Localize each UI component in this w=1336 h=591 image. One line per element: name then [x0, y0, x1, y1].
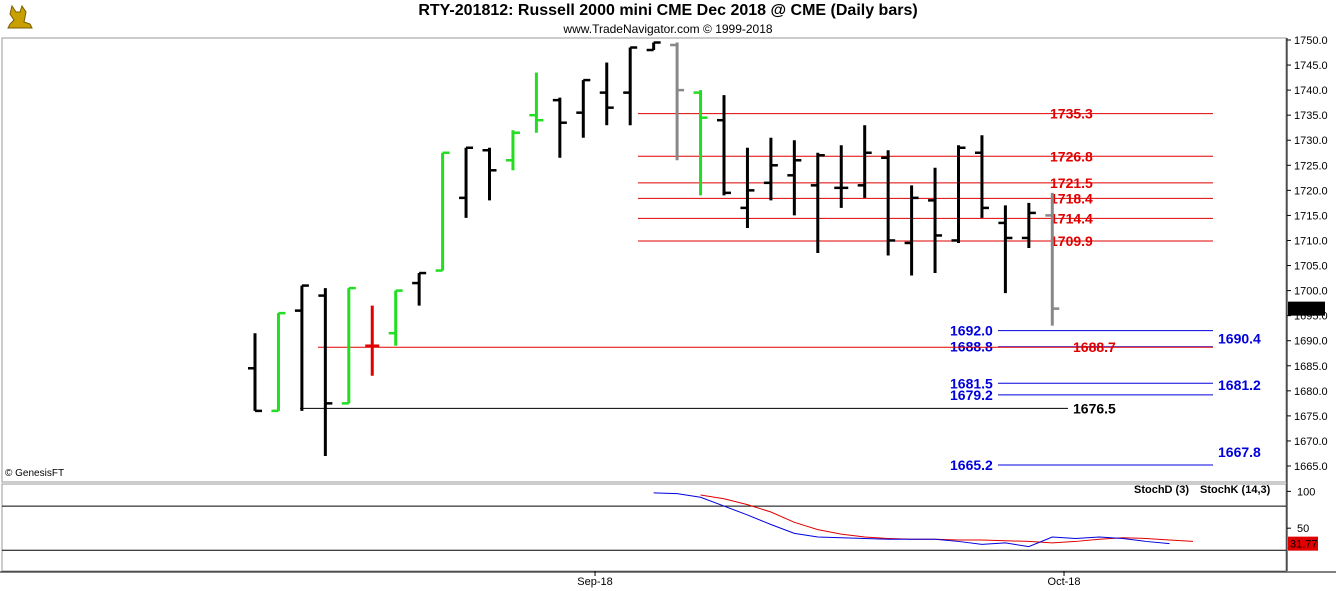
y-tick-label: 1685.0 [1294, 361, 1328, 373]
level-label: 1718.4 [1050, 190, 1093, 206]
y-tick-label: 1745.0 [1294, 60, 1328, 72]
x-tick-label: Oct-18 [1048, 576, 1081, 588]
y-tick-label: 1735.0 [1294, 110, 1328, 122]
stoch-series-line [653, 492, 1170, 548]
stoch-series-line [700, 494, 1194, 544]
stoch-legend-entry: StochK (14,3) [1200, 484, 1271, 496]
level-label: 1688.7 [1073, 339, 1116, 355]
level-label: 1679.2 [950, 387, 993, 403]
y-tick-label: 1750.0 [1294, 35, 1328, 47]
stoch-y-tick-label: 50 [1297, 523, 1309, 535]
level-label: 1690.4 [1218, 331, 1261, 347]
level-label: 1688.8 [950, 339, 993, 355]
chart-title: RTY-201812: Russell 2000 mini CME Dec 20… [418, 2, 918, 19]
y-tick-label: 1720.0 [1294, 185, 1328, 197]
stoch-last-label: 31.77 [1290, 539, 1318, 551]
stoch-legend-entry: StochD (3) [1134, 484, 1189, 496]
last-price-label: 1696.4 [1290, 304, 1324, 316]
level-label: 1709.9 [1050, 233, 1093, 249]
y-tick-label: 1710.0 [1294, 235, 1328, 247]
x-tick-label: Sep-18 [577, 576, 612, 588]
level-label: 1665.2 [950, 457, 993, 473]
y-tick-label: 1680.0 [1294, 386, 1328, 398]
y-tick-label: 1715.0 [1294, 210, 1328, 222]
level-label: 1726.8 [1050, 148, 1093, 164]
y-tick-label: 1675.0 [1294, 411, 1328, 423]
last-price-marker [1288, 301, 1325, 316]
stoch-panel-frame [1, 483, 1287, 572]
stoch-y-tick-label: 100 [1297, 486, 1315, 498]
level-label: 1735.3 [1050, 106, 1093, 122]
level-label: 1681.2 [1218, 377, 1261, 393]
y-tick-label: 1690.0 [1294, 336, 1328, 348]
y-tick-label: 1700.0 [1294, 286, 1328, 298]
y-tick-label: 1665.0 [1294, 461, 1328, 473]
bull-logo-icon [4, 2, 36, 37]
y-tick-label: 1670.0 [1294, 436, 1328, 448]
level-label: 1714.4 [1050, 210, 1093, 226]
y-tick-label: 1705.0 [1294, 261, 1328, 273]
level-label: 1667.8 [1218, 444, 1261, 460]
y-tick-label: 1730.0 [1294, 135, 1328, 147]
chart-subtitle: www.TradeNavigator.com © 1999-2018 [563, 22, 773, 36]
copyright-text: © GenesisFT [5, 468, 65, 479]
level-label: 1721.5 [1050, 175, 1093, 191]
level-label: 1681.5 [950, 375, 993, 391]
y-tick-label: 1740.0 [1294, 85, 1328, 97]
y-tick-label: 1725.0 [1294, 160, 1328, 172]
level-label: 1676.5 [1073, 400, 1116, 416]
price-panel-frame [1, 37, 1287, 483]
level-label: 1692.0 [950, 323, 993, 339]
stoch-last-marker [1288, 536, 1318, 551]
